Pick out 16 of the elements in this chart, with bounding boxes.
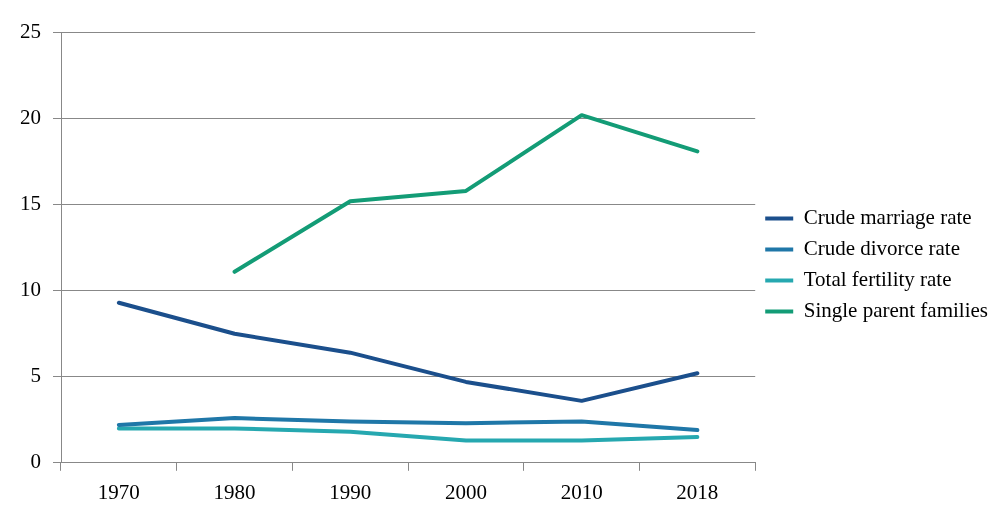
- x-tick-label: 1990: [329, 479, 372, 504]
- x-tick-label: 2010: [560, 479, 603, 504]
- x-tick-label: 2018: [676, 479, 719, 504]
- legend-label: Total fertility rate: [803, 267, 952, 292]
- legend-label: Crude marriage rate: [803, 205, 972, 230]
- legend-label: Crude divorce rate: [803, 236, 960, 261]
- x-tick-label: 1970: [97, 479, 140, 504]
- y-tick-label: 15: [20, 191, 41, 216]
- x-tick-label: 2000: [444, 479, 487, 504]
- y-tick-label: 0: [30, 449, 41, 474]
- y-tick-label: 5: [30, 363, 41, 388]
- y-tick-label: 10: [20, 277, 41, 302]
- x-tick-label: 1980: [213, 479, 256, 504]
- y-tick-label: 25: [20, 19, 41, 44]
- legend-label: Single parent families: [803, 298, 989, 323]
- y-tick-label: 20: [20, 105, 41, 130]
